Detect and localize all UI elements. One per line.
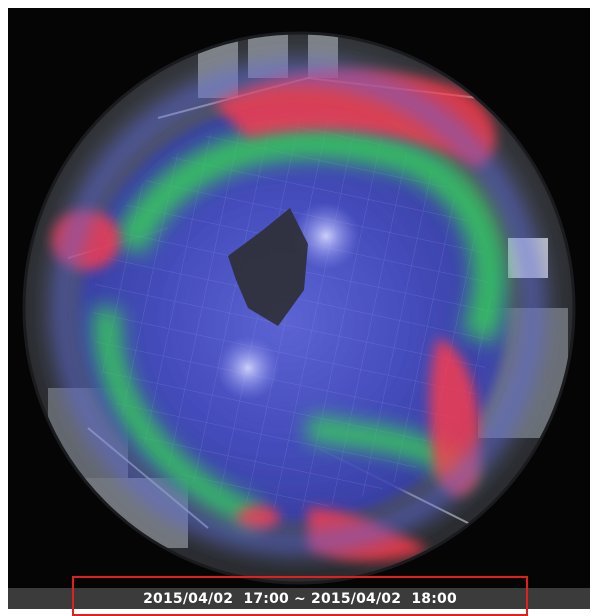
fisheye-heatmap-image: [22, 31, 576, 585]
time-range-bar: 2015/04/02 17:00 ~ 2015/04/02 18:00: [8, 576, 590, 616]
time-range-label: 2015/04/02 17:00 ~ 2015/04/02 18:00: [143, 591, 457, 607]
fisheye-viewer: [8, 8, 590, 588]
